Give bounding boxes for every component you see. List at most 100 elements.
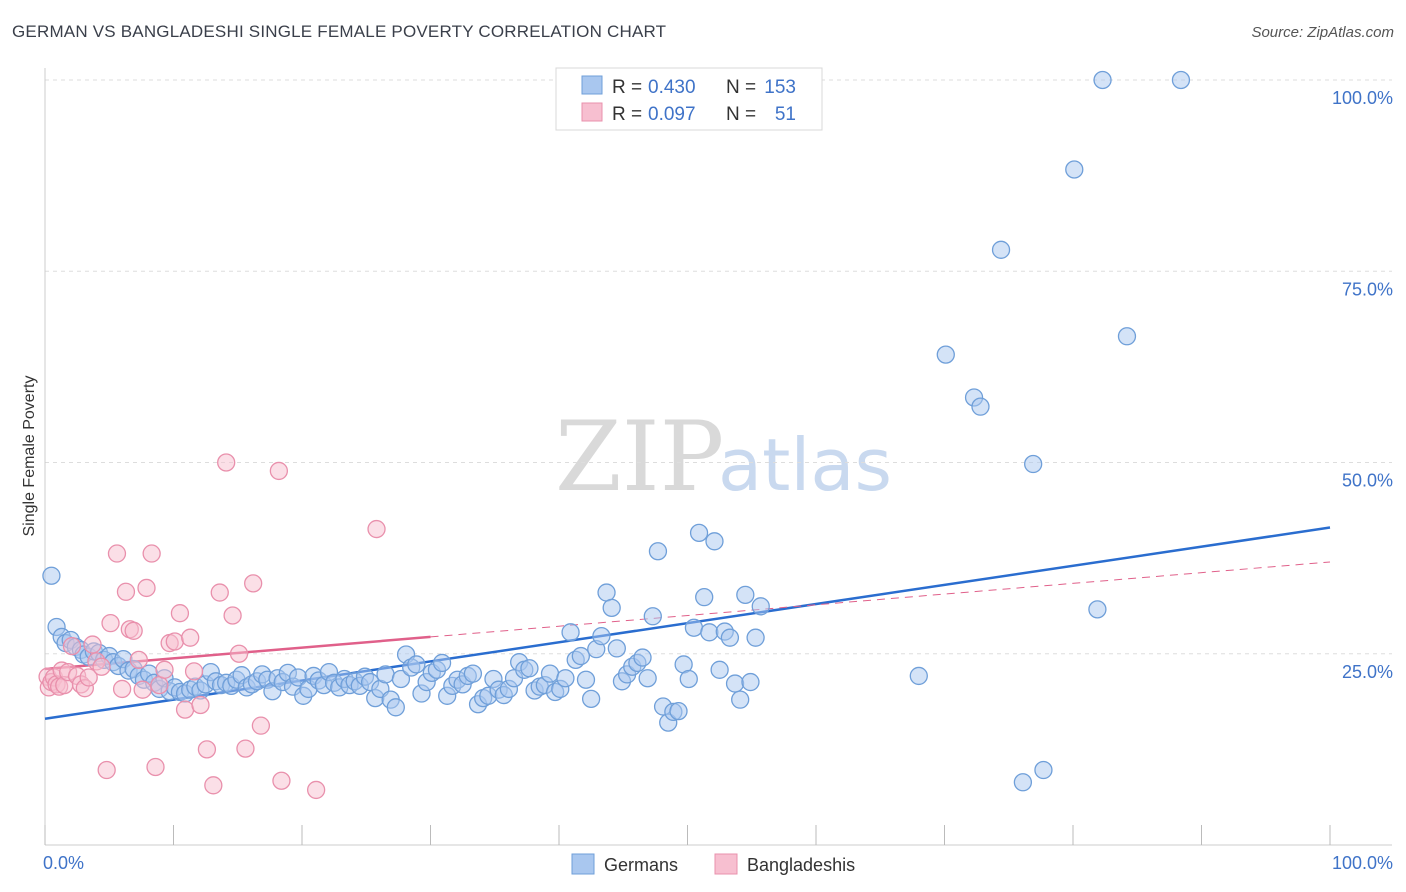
bangladeshi-point-26 [137, 578, 156, 598]
bangladeshi-point-44 [236, 739, 255, 758]
german-point-152 [1171, 70, 1191, 90]
bottom-legend-germans: Germans [604, 855, 678, 875]
german-point-147 [1034, 760, 1053, 780]
y-tick-label-0: 25.0% [1342, 662, 1393, 682]
german-point-149 [1088, 600, 1107, 619]
german-point-135 [731, 690, 750, 709]
german-point-102 [561, 623, 580, 642]
legend-n-value-0: 153 [764, 77, 796, 98]
y-tick-label-3: 100.0% [1332, 88, 1393, 108]
legend-n-value-1: 51 [775, 104, 796, 125]
bangladeshi-point-46 [251, 716, 271, 735]
bangladeshi-point-35 [181, 628, 200, 647]
bangladeshi-point-34 [175, 700, 195, 719]
german-point-77 [432, 653, 452, 673]
german-point-136 [736, 585, 755, 604]
german-point-94 [520, 659, 539, 678]
bangladeshi-point-17 [97, 760, 116, 780]
german-point-116 [633, 648, 652, 667]
bangladeshi-point-38 [197, 740, 217, 759]
x-tick-label-1: 100.0% [1332, 853, 1393, 873]
bangladeshi-point-48 [272, 771, 291, 790]
bangladeshi-point-41 [217, 453, 236, 472]
german-point-150 [1093, 70, 1112, 90]
german-point-123 [669, 701, 688, 721]
bangladeshi-point-36 [184, 662, 204, 681]
grid-lines [45, 79, 1392, 655]
bangladeshi-trend-line-dashed [430, 561, 1331, 638]
bangladeshi-point-29 [150, 675, 169, 695]
watermark-atlas: atlas [718, 423, 892, 507]
legend-swatch-germans [581, 75, 603, 95]
german-point-83 [463, 664, 483, 683]
german-point-104 [571, 646, 590, 666]
legend-swatch-bangladeshis [581, 102, 603, 122]
bangladeshi-point-40 [210, 583, 229, 602]
german-point-130 [705, 532, 724, 551]
bangladeshi-point-32 [165, 632, 184, 651]
bangladeshi-point-18 [101, 614, 120, 633]
german-point-125 [679, 669, 698, 689]
bottom-legend-swatch-germans [571, 853, 595, 875]
bottom-legend-swatch-bangladeshis [714, 853, 738, 875]
german-point-108 [592, 627, 611, 646]
german-point-137 [741, 672, 760, 692]
watermark-zip: ZIP [555, 401, 724, 513]
german-point-68 [386, 698, 405, 717]
legend-r-label-0: R = [612, 77, 642, 98]
bangladeshi-point-16 [92, 657, 111, 676]
german-point-118 [643, 607, 662, 626]
german-point-145 [1013, 773, 1033, 792]
german-point-105 [576, 670, 596, 689]
bangladeshi-point-50 [367, 519, 386, 539]
legend-r-value-0: 0.430 [648, 77, 696, 98]
bangladeshi-point-39 [204, 776, 223, 795]
german-point-129 [700, 623, 719, 642]
german-point-110 [602, 598, 621, 617]
y-tick-label-1: 50.0% [1342, 471, 1393, 491]
german-point-134 [725, 674, 745, 693]
german-point-139 [751, 597, 770, 616]
legend-r-label-1: R = [612, 104, 642, 125]
german-point-140 [909, 666, 928, 686]
german-point-106 [581, 689, 601, 709]
bangladeshi-point-49 [306, 780, 326, 800]
x-tick-label-0: 0.0% [43, 853, 84, 873]
legend-box: R = 0.430 N = 153 R = 0.097 N = 51 [555, 67, 823, 131]
bangladeshi-point-20 [112, 679, 132, 699]
y-tick-label-2: 75.0% [1342, 279, 1393, 299]
data-points [38, 70, 1191, 800]
german-point-66 [376, 665, 395, 684]
german-point-128 [695, 587, 714, 607]
german-point-109 [597, 583, 616, 602]
bangladeshi-point-37 [191, 695, 210, 715]
bangladeshi-point-24 [129, 650, 148, 670]
german-point-138 [746, 628, 765, 647]
german-point-111 [607, 639, 626, 658]
tick-labels: 25.0% 50.0% 75.0% 100.0% 0.0% 100.0% [43, 88, 1393, 873]
bottom-legend: Germans Bangladeshis [571, 853, 855, 875]
bottom-legend-bangladeshis: Bangladeshis [747, 855, 855, 875]
bangladeshi-point-47 [269, 461, 289, 481]
german-point-101 [556, 669, 575, 688]
axes [44, 68, 1392, 846]
watermark: ZIP atlas [555, 401, 892, 513]
german-point-72 [407, 655, 426, 674]
german-point-117 [638, 669, 657, 688]
german-point-148 [1065, 160, 1084, 179]
bangladeshi-point-43 [229, 644, 249, 663]
bangladeshi-point-21 [116, 582, 136, 601]
bangladeshi-point-42 [223, 606, 242, 625]
chart-title: GERMAN VS BANGLADESHI SINGLE FEMALE POVE… [12, 22, 667, 41]
legend-r-value-1: 0.097 [648, 104, 696, 125]
bangladeshi-point-28 [146, 757, 165, 777]
german-point-143 [971, 397, 990, 416]
german-point-127 [689, 523, 709, 543]
source-label: Source: ZipAtlas.com [1251, 24, 1394, 41]
german-point-144 [991, 240, 1011, 259]
legend-n-label-0: N = [726, 77, 756, 98]
bangladeshi-point-19 [107, 544, 127, 563]
bangladeshi-point-13 [79, 668, 98, 687]
german-point-0 [42, 566, 61, 585]
